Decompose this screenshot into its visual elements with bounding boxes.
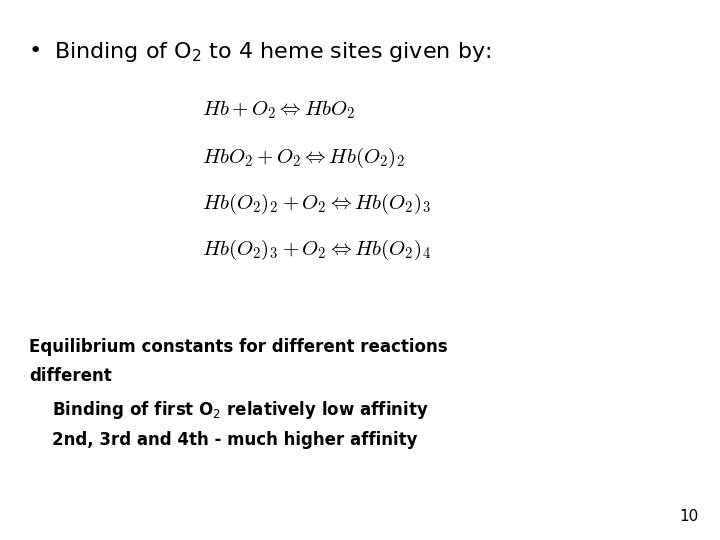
Text: $HbO_2 + O_2 \Leftrightarrow Hb(O_2)_2$: $HbO_2 + O_2 \Leftrightarrow Hb(O_2)_2$ — [202, 146, 405, 170]
Text: $Hb(O_2)_2 + O_2 \Leftrightarrow Hb(O_2)_3$: $Hb(O_2)_2 + O_2 \Leftrightarrow Hb(O_2)… — [202, 192, 431, 216]
Text: $Hb + O_2 \Leftrightarrow HbO_2$: $Hb + O_2 \Leftrightarrow HbO_2$ — [202, 100, 355, 122]
Text: different: different — [29, 367, 112, 386]
Text: $Hb(O_2)_3 + O_2 \Leftrightarrow Hb(O_2)_4$: $Hb(O_2)_3 + O_2 \Leftrightarrow Hb(O_2)… — [202, 238, 431, 262]
Text: Binding of O$_2$ to 4 heme sites given by:: Binding of O$_2$ to 4 heme sites given b… — [54, 40, 491, 64]
Text: 2nd, 3rd and 4th - much higher affinity: 2nd, 3rd and 4th - much higher affinity — [29, 430, 418, 449]
Text: 10: 10 — [679, 509, 698, 524]
Text: Equilibrium constants for different reactions: Equilibrium constants for different reac… — [29, 338, 447, 355]
Text: Binding of first O$_2$ relatively low affinity: Binding of first O$_2$ relatively low af… — [29, 399, 428, 421]
Text: •: • — [29, 40, 42, 60]
